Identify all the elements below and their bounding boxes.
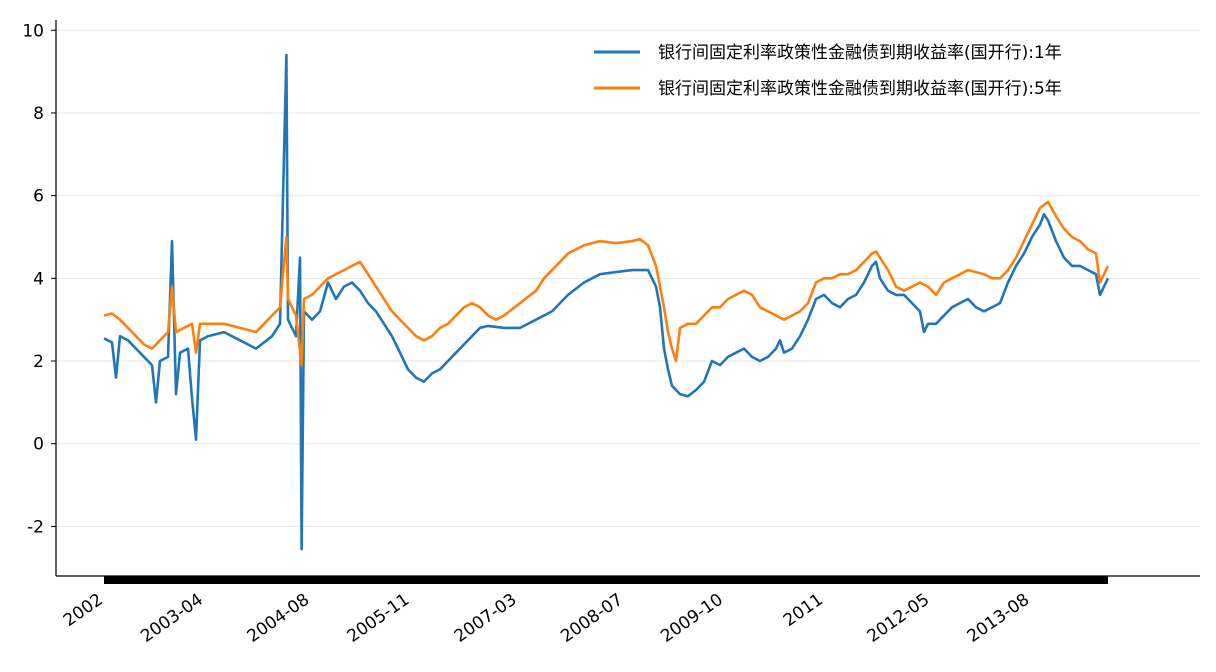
x-tick-label: 2003-04 <box>137 590 207 647</box>
x-tick-label: 2004-08 <box>244 590 314 647</box>
x-tick-label: 2008-07 <box>557 590 627 647</box>
x-tick-band <box>104 576 1108 584</box>
x-tick-label: 2012-05 <box>864 590 934 647</box>
x-tick-label: 2011 <box>780 590 827 631</box>
x-tick-label: 2002 <box>60 590 107 631</box>
y-tick-label: 6 <box>33 187 44 207</box>
grid-lines <box>56 29 1200 527</box>
x-axis-ticks: 2002 2003-04 2004-08 2005-11 2007-03 2008-07 2… <box>60 590 1033 647</box>
legend: 银行间固定利率政策性金融债到期收益率(国开行):1年 银行间固定利率政策性金融债… <box>594 43 1062 99</box>
legend-label-1y: 银行间固定利率政策性金融债到期收益率(国开行):1年 <box>658 43 1062 63</box>
y-tick-label: 0 <box>33 435 44 455</box>
y-tick-label: 8 <box>33 104 44 124</box>
y-axis-ticks: -2 0 2 4 6 8 10 <box>22 21 56 537</box>
axes <box>55 20 1200 584</box>
series-layer <box>103 53 1110 551</box>
series-line-5y <box>103 200 1110 367</box>
x-tick-label: 2007-03 <box>451 590 521 647</box>
x-tick-label: 2013-08 <box>964 590 1034 647</box>
y-tick-label: -2 <box>27 517 44 537</box>
y-tick-label: 4 <box>33 269 44 289</box>
x-tick-label: 2009-10 <box>657 590 727 647</box>
x-tick-label: 2005-11 <box>344 590 414 647</box>
legend-label-5y: 银行间固定利率政策性金融债到期收益率(国开行):5年 <box>658 79 1062 99</box>
y-tick-label: 10 <box>22 21 44 41</box>
series-line-1y <box>103 53 1110 551</box>
y-tick-label: 2 <box>33 352 44 372</box>
